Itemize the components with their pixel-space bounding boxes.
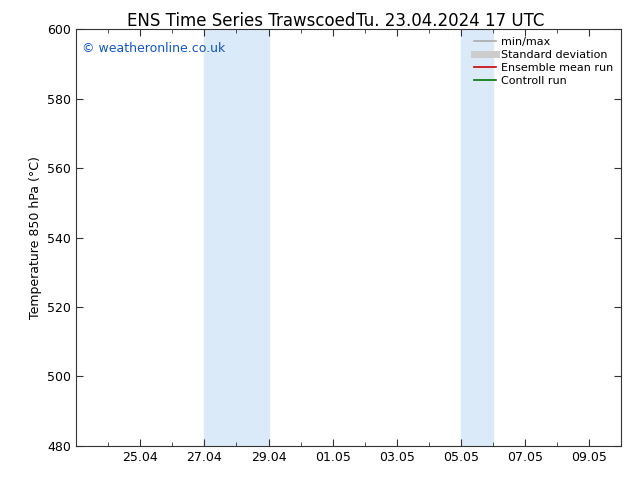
Y-axis label: Temperature 850 hPa (°C): Temperature 850 hPa (°C) bbox=[29, 156, 42, 319]
Text: ENS Time Series Trawscoed: ENS Time Series Trawscoed bbox=[127, 12, 355, 30]
Text: Tu. 23.04.2024 17 UTC: Tu. 23.04.2024 17 UTC bbox=[356, 12, 545, 30]
Bar bbox=[461, 29, 493, 446]
Text: © weatheronline.co.uk: © weatheronline.co.uk bbox=[82, 42, 225, 55]
Legend: min/max, Standard deviation, Ensemble mean run, Controll run: min/max, Standard deviation, Ensemble me… bbox=[471, 35, 616, 88]
Bar bbox=[204, 29, 269, 446]
